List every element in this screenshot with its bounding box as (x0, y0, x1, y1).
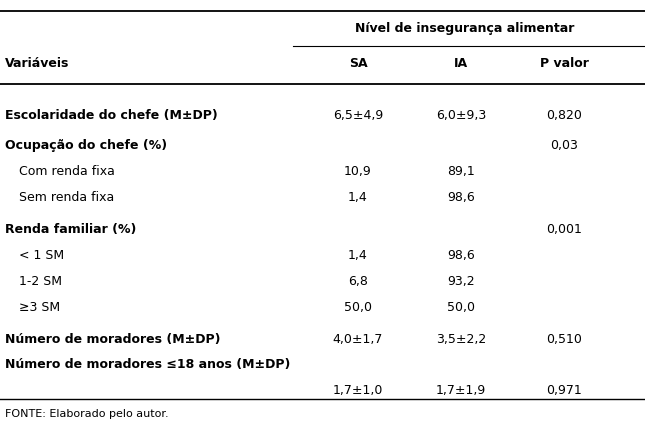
Text: 98,6: 98,6 (447, 191, 475, 204)
Text: Variáveis: Variáveis (5, 57, 70, 70)
Text: 6,0±9,3: 6,0±9,3 (436, 109, 486, 122)
Text: 6,5±4,9: 6,5±4,9 (333, 109, 383, 122)
Text: 50,0: 50,0 (447, 301, 475, 314)
Text: ≥3 SM: ≥3 SM (19, 301, 61, 314)
Text: 0,820: 0,820 (546, 109, 582, 122)
Text: 0,03: 0,03 (550, 139, 579, 152)
Text: Com renda fixa: Com renda fixa (19, 165, 115, 178)
Text: 0,971: 0,971 (546, 384, 582, 397)
Text: Sem renda fixa: Sem renda fixa (19, 191, 115, 204)
Text: 3,5±2,2: 3,5±2,2 (436, 333, 486, 346)
Text: Número de moradores (M±DP): Número de moradores (M±DP) (5, 333, 221, 346)
Text: 4,0±1,7: 4,0±1,7 (333, 333, 383, 346)
Text: 6,8: 6,8 (348, 275, 368, 288)
Text: 98,6: 98,6 (447, 249, 475, 262)
Text: 1,7±1,9: 1,7±1,9 (436, 384, 486, 397)
Text: Renda familiar (%): Renda familiar (%) (5, 223, 137, 236)
Text: 93,2: 93,2 (448, 275, 475, 288)
Text: 0,510: 0,510 (546, 333, 582, 346)
Text: < 1 SM: < 1 SM (19, 249, 64, 262)
Text: Número de moradores ≤18 anos (M±DP): Número de moradores ≤18 anos (M±DP) (5, 358, 290, 371)
Text: 10,9: 10,9 (344, 165, 372, 178)
Text: 0,001: 0,001 (546, 223, 582, 236)
Text: P valor: P valor (540, 57, 589, 70)
Text: Ocupação do chefe (%): Ocupação do chefe (%) (5, 139, 167, 152)
Text: 1,7±1,0: 1,7±1,0 (333, 384, 383, 397)
Text: 89,1: 89,1 (447, 165, 475, 178)
Text: 1-2 SM: 1-2 SM (19, 275, 63, 288)
Text: 1,4: 1,4 (348, 191, 368, 204)
Text: Escolaridade do chefe (M±DP): Escolaridade do chefe (M±DP) (5, 109, 218, 122)
Text: 50,0: 50,0 (344, 301, 372, 314)
Text: Nível de insegurança alimentar: Nível de insegurança alimentar (355, 22, 574, 35)
Text: IA: IA (454, 57, 468, 70)
Text: 1,4: 1,4 (348, 249, 368, 262)
Text: SA: SA (349, 57, 367, 70)
Text: FONTE: Elaborado pelo autor.: FONTE: Elaborado pelo autor. (5, 409, 169, 419)
